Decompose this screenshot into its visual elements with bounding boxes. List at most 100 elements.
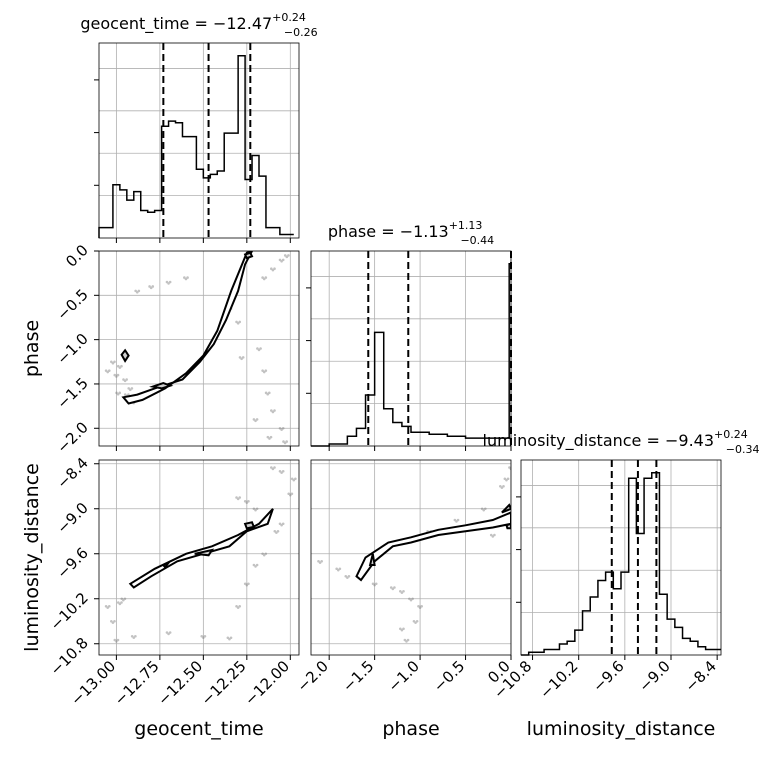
title-sub: −0.34: [726, 443, 760, 456]
scatter-point: [347, 574, 351, 578]
scatter-point: [236, 322, 240, 325]
scatter-point: [502, 484, 505, 488]
scatter-point: [259, 347, 262, 350]
scatter-point: [241, 356, 245, 359]
contour-inner: [368, 553, 376, 566]
scatter-point: [255, 507, 259, 511]
x-tick-label: −12.00: [241, 657, 293, 709]
scatter-point: [184, 277, 188, 281]
pair-content: [99, 251, 299, 446]
scatter-point: [110, 619, 113, 623]
scatter-point: [168, 631, 172, 634]
scatter-point: [264, 552, 268, 556]
scatter-point: [116, 364, 120, 368]
title-geocent_time: geocent_time = −12.47+0.24 −0.26: [80, 11, 317, 39]
title-phase: phase = −1.13+1.13 −0.44: [328, 219, 494, 247]
scatter-point: [276, 529, 280, 533]
scatter-point: [399, 627, 402, 631]
y-tick-label: −2.0: [53, 418, 91, 456]
scatter-point: [261, 369, 264, 372]
scatter-point: [508, 466, 511, 469]
scatter-point: [165, 631, 169, 634]
scatter-point: [243, 499, 247, 503]
title-main: phase = −1.13: [328, 222, 449, 241]
scatter-point: [240, 357, 243, 361]
scatter-point: [113, 373, 117, 377]
scatter-point: [371, 582, 375, 586]
scatter-point: [270, 267, 273, 271]
scatter-point: [273, 529, 277, 533]
scatter-point: [273, 409, 276, 412]
x-tick-label: −12.50: [154, 657, 206, 709]
scatter-point: [262, 370, 266, 374]
scatter-point: [290, 477, 294, 481]
scatter-point: [261, 552, 264, 556]
x-tick-label: −0.5: [430, 657, 468, 695]
scatter-point: [505, 478, 508, 482]
pair-panel-geocent_time-phase: [98, 250, 300, 447]
scatter-point: [268, 437, 271, 440]
grid: [99, 251, 299, 446]
contour-inner: [194, 548, 215, 557]
scatter-point: [264, 276, 268, 279]
scatter-point: [511, 466, 514, 469]
scatter-point: [409, 598, 413, 602]
scatter-point: [243, 582, 247, 586]
scatter-point: [418, 606, 422, 609]
scatter-point: [236, 497, 240, 501]
scatter-point: [290, 492, 294, 496]
scatter-point: [134, 289, 137, 293]
scatter-point: [116, 373, 120, 377]
scatter-points: [104, 466, 297, 643]
scatter-point: [282, 440, 285, 443]
scatter-point: [247, 582, 250, 586]
scatter-points: [317, 466, 514, 643]
scatter-point: [123, 379, 127, 383]
pair-panel-geocent_time-luminosity_distance: [98, 459, 300, 656]
hist-panel-luminosity_distance: luminosity_distance = −9.43+0.24 −0.34: [483, 428, 760, 656]
scatter-point: [111, 361, 115, 365]
pair-content: [99, 460, 299, 655]
scatter-point: [115, 391, 118, 395]
scatter-point: [318, 561, 322, 564]
scatter-point: [130, 634, 134, 638]
scatter-point: [389, 586, 393, 589]
y-tick-label: −1.0: [53, 330, 91, 368]
grid: [99, 43, 299, 238]
title-sup: +0.24: [272, 11, 306, 24]
scatter-point: [491, 535, 495, 538]
x-tick-label: −9.6: [589, 657, 627, 695]
scatter-point: [120, 364, 123, 368]
scatter-point: [391, 587, 395, 591]
scatter-point: [280, 471, 283, 474]
scatter-point: [238, 496, 242, 499]
title-luminosity_distance: luminosity_distance = −9.43+0.24 −0.34: [483, 428, 760, 456]
y-tick-label: −9.0: [53, 499, 91, 537]
contour-outer: [121, 251, 254, 405]
scatter-point: [399, 589, 402, 593]
scatter-point: [106, 606, 109, 609]
scatter-point: [408, 597, 411, 601]
scatter-point: [374, 582, 378, 586]
scatter-point: [252, 507, 256, 511]
scatter-point: [254, 565, 257, 568]
scatter-point: [480, 507, 484, 511]
scatter-point: [278, 426, 282, 430]
scatter-point: [167, 632, 170, 636]
scatter-point: [420, 604, 423, 608]
panel-frame: [98, 459, 300, 656]
scatter-point: [285, 255, 289, 259]
scatter-point: [229, 636, 233, 640]
scatter-point: [111, 621, 115, 624]
scatter-point: [149, 286, 153, 290]
contour-inner: [149, 382, 174, 390]
scatter-point: [273, 267, 276, 271]
scatter-point: [506, 477, 510, 481]
histogram-luminosity_distance: [521, 472, 721, 656]
x-axis-label-luminosity_distance: luminosity_distance: [527, 718, 716, 740]
scatter-point: [200, 634, 204, 638]
scatter-point: [134, 634, 137, 638]
y-tick-label: −10.2: [47, 589, 92, 634]
scatter-point: [500, 486, 504, 489]
scatter-point: [493, 533, 496, 537]
